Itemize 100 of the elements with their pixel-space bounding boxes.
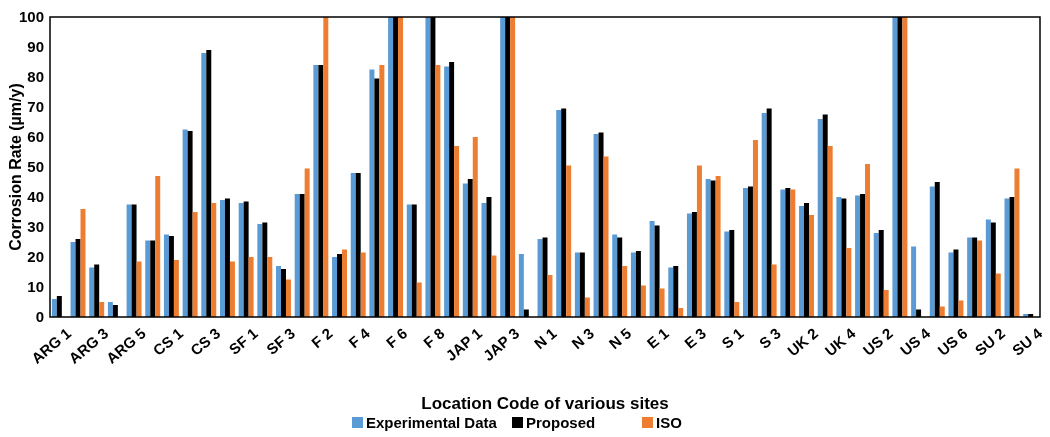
bar <box>809 215 814 317</box>
bar <box>743 188 748 317</box>
bar <box>696 165 702 317</box>
x-tick-label: SF 1 <box>225 324 261 358</box>
bar <box>304 168 310 317</box>
bar <box>229 261 235 317</box>
bar <box>911 246 917 317</box>
bar <box>649 221 655 317</box>
bar <box>967 237 973 317</box>
y-tick-label: 40 <box>27 188 44 206</box>
bar <box>593 134 599 317</box>
legend-label: ISO <box>656 414 683 431</box>
bar <box>70 242 76 317</box>
bar <box>547 275 553 317</box>
bar <box>51 299 57 317</box>
bar <box>388 17 394 317</box>
bar <box>752 140 758 317</box>
x-axis-title: Location Code of various sites <box>421 394 669 413</box>
bar <box>472 137 478 317</box>
x-tick-label: F 2 <box>307 324 336 352</box>
bar <box>500 17 506 317</box>
bar <box>332 257 338 317</box>
y-tick-label: 0 <box>35 308 44 326</box>
bar <box>790 189 796 317</box>
x-tick-label: US 2 <box>859 324 896 359</box>
y-tick-label: 70 <box>27 98 44 116</box>
bar <box>211 203 217 317</box>
x-tick-label: E 1 <box>643 324 672 352</box>
bar <box>182 129 188 317</box>
x-tick-label: SF 3 <box>262 324 299 358</box>
bar <box>827 146 833 317</box>
x-tick-label: UK 4 <box>821 323 860 360</box>
bar <box>724 231 730 317</box>
legend-label: Proposed <box>526 414 596 431</box>
bar <box>379 65 385 317</box>
bar <box>865 164 871 317</box>
bar <box>257 224 263 317</box>
bar <box>248 257 254 317</box>
bar <box>846 248 852 317</box>
y-tick-label: 100 <box>18 8 44 26</box>
x-tick-label: CS 1 <box>149 324 187 359</box>
x-tick-label: CS 3 <box>186 324 224 359</box>
bar <box>977 240 983 317</box>
bar <box>902 17 908 317</box>
bar <box>929 186 935 317</box>
x-tick-label: UK 2 <box>784 324 822 360</box>
bar <box>342 249 347 317</box>
bar <box>556 110 562 317</box>
bar <box>155 176 161 317</box>
bar <box>462 183 468 317</box>
bar <box>630 252 636 317</box>
bar <box>761 113 767 317</box>
bar <box>603 156 609 317</box>
bar <box>817 119 823 317</box>
x-tick-label: US 4 <box>896 323 934 359</box>
bar <box>107 302 113 317</box>
x-tick-label: N 5 <box>605 324 635 353</box>
bar <box>276 266 281 317</box>
bar <box>360 252 366 317</box>
bar <box>799 206 805 317</box>
bar <box>566 165 572 317</box>
y-tick-label: 90 <box>27 38 44 56</box>
bar <box>454 146 460 317</box>
y-tick-label: 30 <box>27 218 44 236</box>
bar <box>285 279 291 317</box>
y-tick-label: 50 <box>27 158 44 176</box>
bar <box>734 302 740 317</box>
x-tick-label: E 3 <box>680 324 710 352</box>
bar <box>622 266 628 317</box>
x-tick-label: F 8 <box>420 324 448 352</box>
bar <box>510 17 516 317</box>
bar <box>99 302 105 317</box>
bar <box>192 212 198 317</box>
bar <box>855 195 861 317</box>
bar <box>995 273 1001 317</box>
legend-label: Experimental Data <box>366 414 498 431</box>
bar <box>481 203 487 317</box>
bar <box>1014 168 1020 317</box>
x-tick-label: N 3 <box>568 324 598 353</box>
y-tick-label: 80 <box>27 68 44 86</box>
bar <box>771 264 777 317</box>
bar <box>958 300 964 317</box>
y-tick-label: 20 <box>27 248 44 266</box>
bar <box>491 255 497 317</box>
y-tick-label: 60 <box>27 128 44 146</box>
x-tick-label: S 3 <box>755 324 784 352</box>
bar <box>574 252 580 317</box>
x-tick-label: US 6 <box>934 324 971 359</box>
bar <box>518 254 524 317</box>
bar <box>145 240 151 317</box>
bar <box>126 204 132 317</box>
bar <box>659 288 665 317</box>
bar <box>948 252 954 317</box>
bar <box>350 173 356 317</box>
bar <box>238 203 244 317</box>
bar <box>612 234 618 317</box>
x-tick-label: SU 4 <box>1008 323 1046 359</box>
bar <box>201 53 207 317</box>
bar <box>985 219 991 317</box>
bar <box>668 267 674 317</box>
